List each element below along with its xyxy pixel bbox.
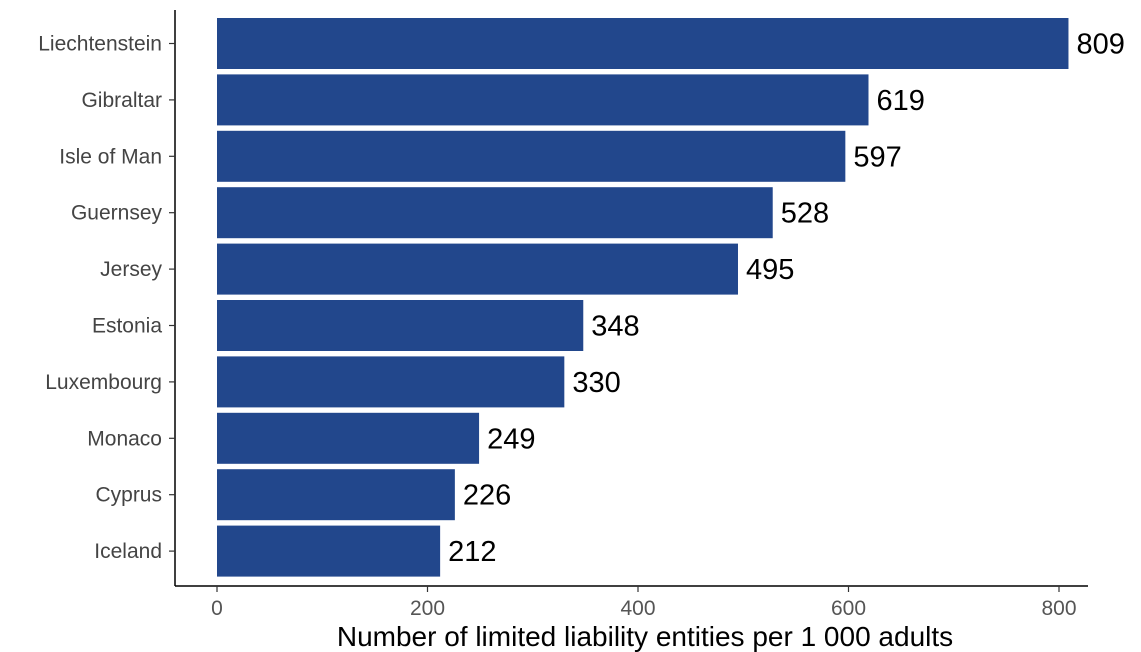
x-tick-label: 0 <box>211 597 223 620</box>
bars-layer <box>217 18 1069 577</box>
data-label: 528 <box>781 198 829 230</box>
bar <box>217 243 738 295</box>
y-tick-label: Jersey <box>100 258 162 281</box>
bar <box>217 356 565 408</box>
y-tick-label: Luxembourg <box>45 371 162 394</box>
data-label: 495 <box>746 254 794 286</box>
data-label: 330 <box>572 367 620 399</box>
data-label: 809 <box>1076 29 1124 61</box>
y-tick-label: Liechtenstein <box>38 33 162 56</box>
x-tick-label: 400 <box>620 597 655 620</box>
y-tick-label: Isle of Man <box>59 145 162 168</box>
data-label: 619 <box>876 85 924 117</box>
data-labels-layer: 809 619 597 528 495 348 330 249 226 212 <box>448 29 1125 569</box>
bar <box>217 130 846 182</box>
y-tick-label: Estonia <box>92 315 162 338</box>
data-label: 348 <box>591 311 639 343</box>
x-axis: 0 200 400 600 800 <box>175 585 1088 620</box>
bar <box>217 74 869 126</box>
bar <box>217 525 441 577</box>
y-tick-label: Gibraltar <box>81 89 162 112</box>
bar <box>217 469 455 521</box>
y-axis: Liechtenstein Gibraltar Isle of Man Guernse… <box>38 10 176 586</box>
x-tick-label: 800 <box>1041 597 1076 620</box>
bar <box>217 187 773 239</box>
y-tick-label: Monaco <box>87 427 162 450</box>
bar <box>217 412 480 464</box>
bar <box>217 18 1069 69</box>
y-tick-label: Guernsey <box>71 202 163 225</box>
data-label: 249 <box>487 423 535 455</box>
data-label: 226 <box>463 480 511 512</box>
data-label: 212 <box>448 536 496 568</box>
x-axis-title: Number of limited liability entities per… <box>337 621 953 652</box>
x-tick-label: 600 <box>831 597 866 620</box>
x-tick-label: 200 <box>410 597 445 620</box>
y-tick-label: Iceland <box>94 540 162 563</box>
y-tick-label: Cyprus <box>95 484 162 507</box>
data-label: 597 <box>853 141 901 173</box>
bar <box>217 300 584 351</box>
